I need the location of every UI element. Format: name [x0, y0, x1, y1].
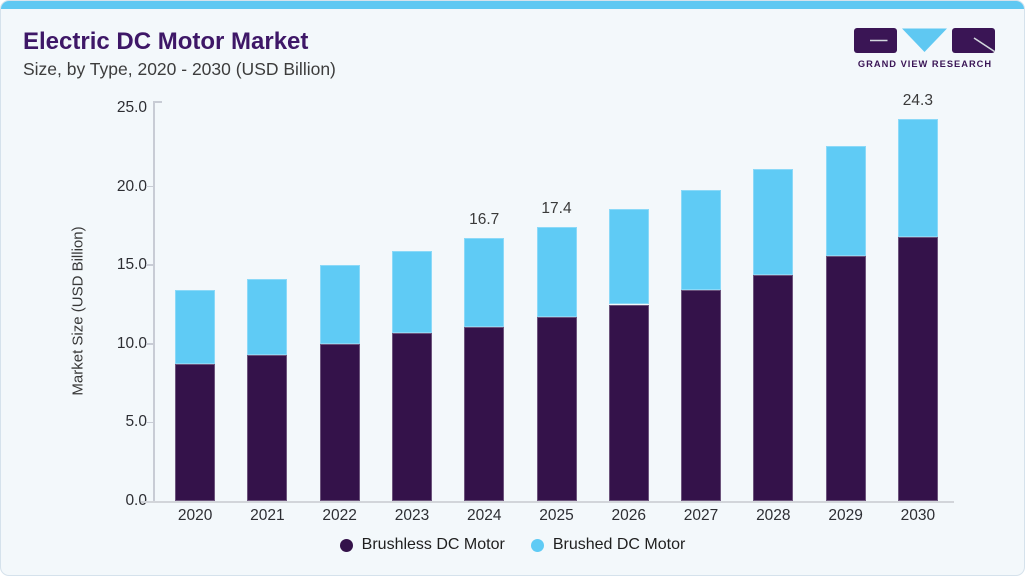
y-tick-mark — [146, 343, 153, 345]
logo-wordmark: GRAND VIEW RESEARCH — [858, 59, 992, 69]
legend-dot — [530, 538, 544, 552]
legend-item-brushless: Brushless DC Motor — [339, 536, 505, 554]
bar-2022-brushed — [319, 265, 360, 344]
x-label-2020: 2020 — [177, 507, 213, 524]
x-axis-line — [141, 501, 954, 503]
total-label-2030: 24.3 — [902, 92, 933, 109]
bar-2029-brushed — [825, 145, 866, 256]
y-tick-mark — [146, 264, 153, 266]
legend-dot — [339, 538, 353, 552]
bar-2027-brushless — [681, 290, 722, 501]
bar-2024-brushed — [464, 238, 505, 327]
x-label-2026: 2026 — [611, 507, 646, 524]
y-tick-mark — [146, 421, 153, 424]
y-tick-label-5.0: 5.0 — [125, 413, 147, 431]
logo-r-stroke — [973, 37, 995, 53]
y-tick-label-15.0: 15.0 — [116, 256, 147, 274]
x-label-2022: 2022 — [322, 507, 357, 524]
y-tick-label-25.0: 25.0 — [116, 99, 147, 116]
legend-item-brushed: Brushed DC Motor — [530, 536, 686, 554]
bar-2026-brushed — [608, 208, 649, 305]
y-axis-line — [153, 101, 155, 501]
x-label-2027: 2027 — [683, 507, 719, 524]
gvr-logo: GRAND VIEW RESEARCH — [854, 28, 995, 69]
bar-2025-brushed — [536, 227, 577, 318]
legend-label: Brushed DC Motor — [552, 536, 686, 553]
x-label-2025: 2025 — [539, 507, 574, 524]
bar-2026-brushless — [608, 304, 649, 501]
legend-label: Brushless DC Motor — [361, 536, 505, 553]
bar-2021-brushless — [247, 354, 288, 501]
logo-v-triangle — [902, 28, 947, 52]
y-tick-label-0.0: 0.0 — [125, 492, 147, 509]
bar-2027-brushed — [681, 189, 722, 291]
x-label-2023: 2023 — [394, 507, 430, 524]
bar-2020-brushless — [175, 364, 216, 501]
y-tick-label-10.0: 10.0 — [116, 334, 147, 352]
bar-2028-brushless — [753, 274, 794, 501]
x-label-2024: 2024 — [466, 507, 502, 524]
y-tick-mark — [146, 185, 153, 188]
y-axis-top-cap — [153, 101, 162, 103]
x-label-2029: 2029 — [828, 507, 863, 524]
total-label-2024: 16.7 — [469, 211, 500, 229]
page-title: Electric DC Motor Market — [23, 28, 309, 55]
x-label-2030: 2030 — [900, 507, 936, 524]
bar-2025-brushless — [536, 317, 577, 501]
x-label-2021: 2021 — [250, 507, 285, 524]
y-tick-label-20.0: 20.0 — [116, 177, 147, 195]
y-axis-title: Market Size (USD Billion) — [69, 226, 87, 396]
logo-r-block — [952, 28, 995, 53]
bar-2030-brushed — [897, 119, 938, 237]
bar-2020-brushed — [175, 290, 216, 365]
bar-2023-brushed — [391, 251, 432, 333]
top-accent-bar — [1, 1, 1024, 9]
total-label-2025: 17.4 — [541, 200, 572, 218]
legend: Brushless DC Motor Brushed DC Motor — [1, 536, 1024, 554]
bar-2024-brushless — [464, 326, 505, 501]
bar-2022-brushless — [319, 343, 360, 501]
bar-2030-brushless — [897, 236, 938, 501]
bar-2029-brushless — [825, 255, 866, 501]
bar-2028-brushed — [753, 169, 794, 275]
page-subtitle: Size, by Type, 2020 - 2030 (USD Billion) — [23, 59, 336, 79]
bar-2023-brushless — [391, 332, 432, 501]
x-label-2028: 2028 — [756, 507, 791, 524]
bar-2021-brushed — [247, 279, 288, 355]
